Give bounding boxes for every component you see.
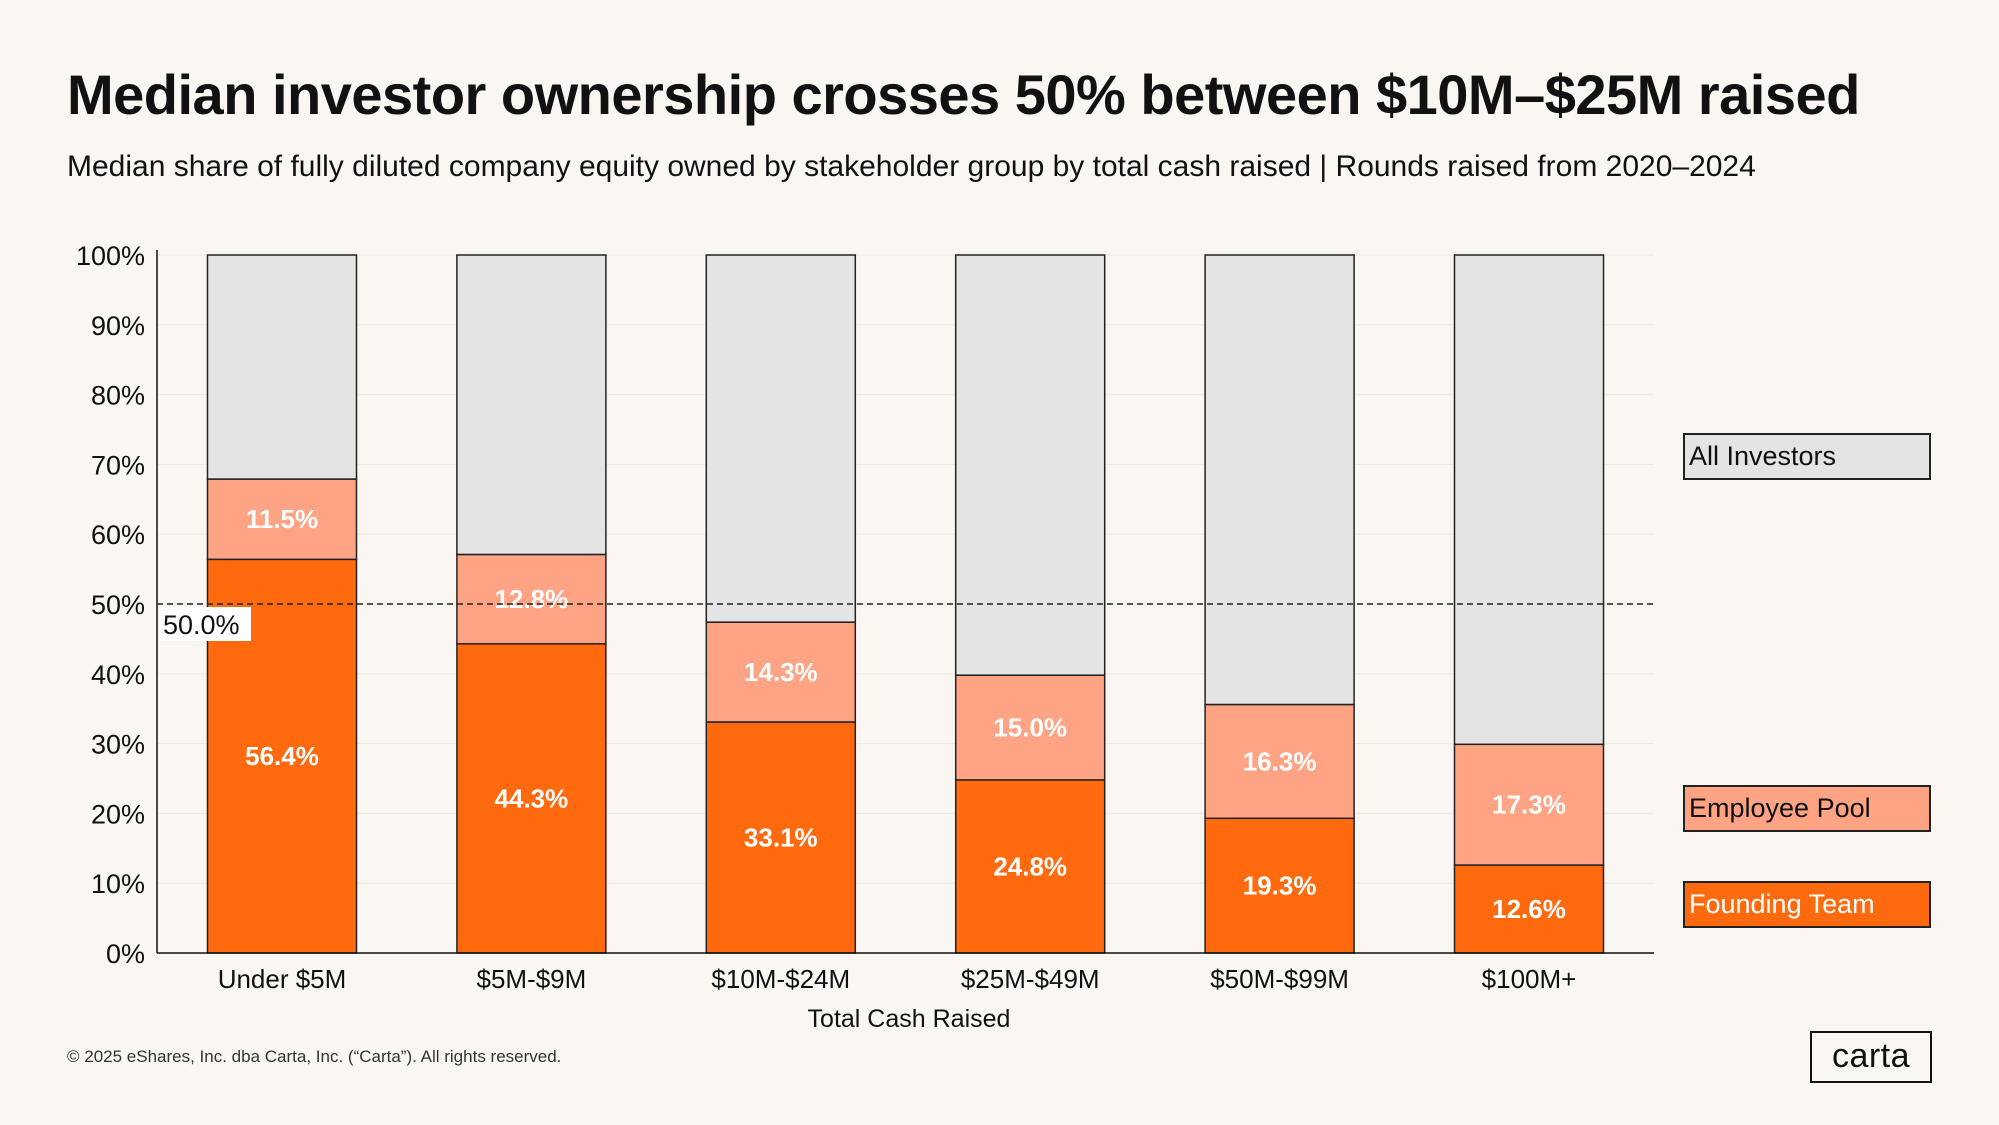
copyright-footer: © 2025 eShares, Inc. dba Carta, Inc. (“C… xyxy=(67,1047,562,1066)
y-tick-label: 0% xyxy=(106,939,145,969)
x-tick-label: $100M+ xyxy=(1482,964,1577,994)
y-tick-label: 10% xyxy=(91,869,145,899)
bar-segment-founding-team xyxy=(705,721,857,954)
data-label: 14.3% xyxy=(744,657,818,687)
legend-employee-pool: Employee Pool xyxy=(1683,785,1931,832)
bar-segment-employee-pool xyxy=(1453,743,1605,866)
bar-segment-founding-team xyxy=(1204,817,1355,954)
y-tick-label: 60% xyxy=(91,520,145,550)
data-label: 24.8% xyxy=(993,851,1067,881)
data-label: 12.8% xyxy=(495,584,569,614)
bar-segment-all-investors xyxy=(954,254,1106,676)
x-tick-label: $5M-$9M xyxy=(476,964,586,994)
data-label: 33.1% xyxy=(744,822,818,852)
data-label: 17.3% xyxy=(1492,790,1566,820)
bar-segment-all-investors xyxy=(456,254,607,556)
bar-segment-employee-pool xyxy=(954,674,1106,781)
reference-label-bg xyxy=(160,607,251,641)
x-tick-label: Under $5M xyxy=(218,964,347,994)
x-tick-label: $25M-$49M xyxy=(961,964,1100,994)
bar-segment-employee-pool xyxy=(705,621,857,723)
data-label: 19.3% xyxy=(1243,871,1317,901)
bar-segment-all-investors xyxy=(206,254,358,480)
bar-segment-employee-pool xyxy=(1204,703,1355,820)
data-label: 11.5% xyxy=(246,504,318,534)
y-tick-label: 90% xyxy=(91,311,145,341)
y-tick-label: 50% xyxy=(91,590,145,620)
legend-founding-team: Founding Team xyxy=(1683,881,1931,928)
bar-segment-all-investors xyxy=(1204,254,1355,706)
data-label: 44.3% xyxy=(495,783,569,813)
y-tick-label: 40% xyxy=(91,660,145,690)
y-tick-label: 80% xyxy=(91,381,145,411)
chart-title: Median investor ownership crosses 50% be… xyxy=(67,63,1860,126)
bar-segment-founding-team xyxy=(1453,864,1605,954)
reference-line-label: 50.0% xyxy=(163,610,240,640)
bar-segment-all-investors xyxy=(1453,254,1605,746)
carta-logo: carta xyxy=(1810,1031,1932,1083)
bar-segment-all-investors xyxy=(705,254,857,623)
data-label: 56.4% xyxy=(245,741,319,771)
bar-segment-employee-pool xyxy=(456,553,607,645)
x-axis-title: Total Cash Raised xyxy=(808,1005,1011,1033)
y-tick-label: 100% xyxy=(76,241,145,271)
data-label: 15.0% xyxy=(993,713,1067,743)
y-tick-label: 70% xyxy=(91,450,145,480)
x-tick-label: $10M-$24M xyxy=(711,964,850,994)
x-tick-label: $50M-$99M xyxy=(1210,964,1349,994)
chart-subtitle: Median share of fully diluted company eq… xyxy=(67,150,1756,183)
bar-segment-employee-pool xyxy=(206,478,358,561)
bar-segment-founding-team xyxy=(954,779,1106,954)
y-tick-label: 30% xyxy=(91,730,145,760)
y-tick-label: 20% xyxy=(91,799,145,829)
data-label: 16.3% xyxy=(1243,746,1317,776)
legend-all-investors: All Investors xyxy=(1683,433,1931,480)
data-label: 12.6% xyxy=(1492,894,1566,924)
